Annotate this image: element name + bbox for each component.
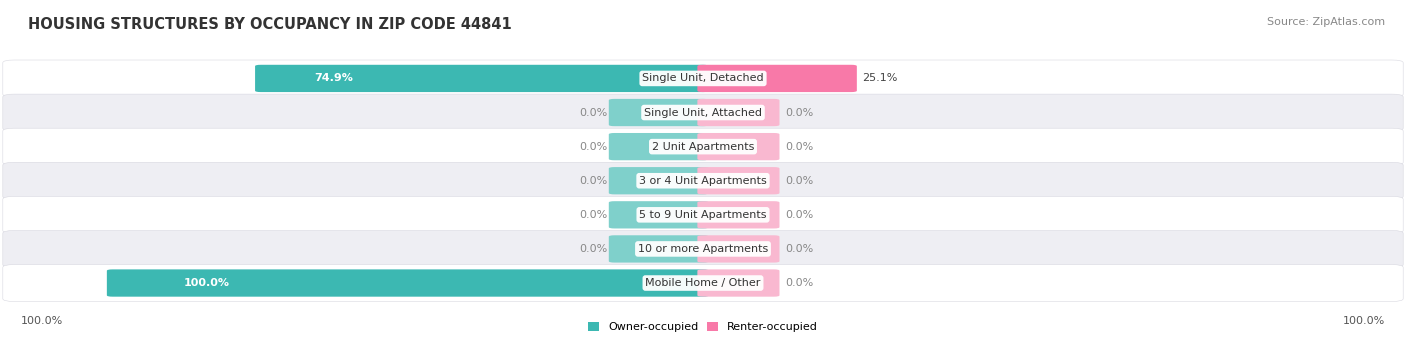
Text: Mobile Home / Other: Mobile Home / Other bbox=[645, 278, 761, 288]
FancyBboxPatch shape bbox=[254, 65, 709, 92]
Text: 2 Unit Apartments: 2 Unit Apartments bbox=[652, 142, 754, 152]
Text: 100.0%: 100.0% bbox=[21, 315, 63, 326]
FancyBboxPatch shape bbox=[697, 201, 779, 228]
FancyBboxPatch shape bbox=[609, 133, 709, 160]
FancyBboxPatch shape bbox=[609, 167, 709, 194]
Text: 0.0%: 0.0% bbox=[785, 176, 813, 186]
Legend: Owner-occupied, Renter-occupied: Owner-occupied, Renter-occupied bbox=[585, 319, 821, 336]
FancyBboxPatch shape bbox=[609, 99, 709, 126]
Text: 0.0%: 0.0% bbox=[579, 176, 607, 186]
Text: 0.0%: 0.0% bbox=[579, 210, 607, 220]
Text: 0.0%: 0.0% bbox=[579, 142, 607, 152]
FancyBboxPatch shape bbox=[697, 269, 779, 297]
Text: 0.0%: 0.0% bbox=[785, 244, 813, 254]
FancyBboxPatch shape bbox=[3, 231, 1403, 267]
Text: 0.0%: 0.0% bbox=[785, 107, 813, 118]
Text: 3 or 4 Unit Apartments: 3 or 4 Unit Apartments bbox=[640, 176, 766, 186]
Text: Source: ZipAtlas.com: Source: ZipAtlas.com bbox=[1267, 17, 1385, 27]
FancyBboxPatch shape bbox=[3, 60, 1403, 97]
Text: 74.9%: 74.9% bbox=[314, 73, 353, 84]
Text: HOUSING STRUCTURES BY OCCUPANCY IN ZIP CODE 44841: HOUSING STRUCTURES BY OCCUPANCY IN ZIP C… bbox=[28, 17, 512, 32]
FancyBboxPatch shape bbox=[3, 265, 1403, 301]
Text: Single Unit, Attached: Single Unit, Attached bbox=[644, 107, 762, 118]
FancyBboxPatch shape bbox=[3, 128, 1403, 165]
Text: 0.0%: 0.0% bbox=[579, 244, 607, 254]
FancyBboxPatch shape bbox=[107, 269, 709, 297]
FancyBboxPatch shape bbox=[3, 196, 1403, 233]
FancyBboxPatch shape bbox=[697, 99, 779, 126]
FancyBboxPatch shape bbox=[609, 201, 709, 228]
Text: 0.0%: 0.0% bbox=[785, 278, 813, 288]
FancyBboxPatch shape bbox=[3, 162, 1403, 199]
FancyBboxPatch shape bbox=[3, 94, 1403, 131]
Text: 10 or more Apartments: 10 or more Apartments bbox=[638, 244, 768, 254]
FancyBboxPatch shape bbox=[697, 133, 779, 160]
Text: 5 to 9 Unit Apartments: 5 to 9 Unit Apartments bbox=[640, 210, 766, 220]
FancyBboxPatch shape bbox=[697, 167, 779, 194]
Text: 100.0%: 100.0% bbox=[1343, 315, 1385, 326]
FancyBboxPatch shape bbox=[697, 65, 856, 92]
FancyBboxPatch shape bbox=[609, 235, 709, 263]
Text: 0.0%: 0.0% bbox=[579, 107, 607, 118]
Text: 0.0%: 0.0% bbox=[785, 210, 813, 220]
Text: 100.0%: 100.0% bbox=[183, 278, 229, 288]
FancyBboxPatch shape bbox=[697, 235, 779, 263]
Text: 25.1%: 25.1% bbox=[862, 73, 898, 84]
Text: Single Unit, Detached: Single Unit, Detached bbox=[643, 73, 763, 84]
Text: 0.0%: 0.0% bbox=[785, 142, 813, 152]
